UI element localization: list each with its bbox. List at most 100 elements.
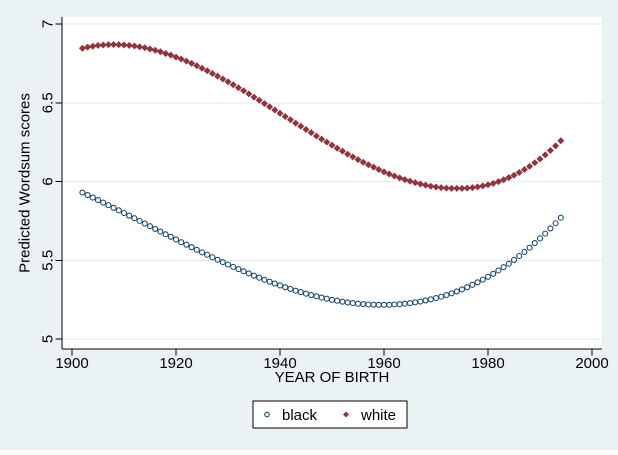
data-point-white bbox=[494, 178, 502, 186]
data-point-white bbox=[167, 51, 175, 59]
data-point-white bbox=[286, 116, 294, 124]
data-point-white bbox=[510, 171, 518, 179]
x-tick-label: 1900 bbox=[55, 355, 88, 372]
data-point-white bbox=[468, 184, 476, 192]
data-point-white bbox=[349, 153, 357, 161]
data-point-white bbox=[318, 135, 326, 143]
data-point-white bbox=[94, 41, 102, 49]
data-point-white bbox=[172, 53, 180, 61]
data-point-white bbox=[307, 129, 315, 137]
data-point-black bbox=[136, 217, 143, 224]
data-point-black bbox=[266, 278, 273, 285]
data-point-black bbox=[256, 274, 263, 281]
data-point-white bbox=[271, 106, 279, 114]
data-point-black bbox=[178, 239, 185, 246]
data-point-white bbox=[250, 93, 258, 101]
data-point-white bbox=[354, 156, 362, 164]
data-point-black bbox=[162, 231, 169, 238]
data-point-black bbox=[464, 284, 471, 291]
data-point-white bbox=[458, 184, 466, 192]
data-point-black bbox=[204, 251, 211, 258]
data-point-white bbox=[557, 137, 565, 145]
data-point-white bbox=[125, 41, 133, 49]
x-tick-label: 1940 bbox=[263, 355, 296, 372]
data-point-black bbox=[552, 220, 559, 227]
data-point-white bbox=[416, 180, 424, 188]
data-point-black bbox=[510, 256, 518, 263]
data-point-black bbox=[516, 252, 523, 260]
legend-marker-black-circle-icon bbox=[264, 411, 270, 418]
data-point-black bbox=[157, 228, 164, 235]
legend-marker-white-diamond-icon bbox=[343, 411, 349, 418]
data-point-white bbox=[146, 45, 154, 53]
data-point-white bbox=[99, 41, 107, 49]
data-point-white bbox=[120, 41, 128, 49]
data-point-white bbox=[266, 103, 274, 111]
x-axis-title: YEAR OF BIRTH bbox=[275, 369, 390, 386]
data-point-white bbox=[84, 43, 92, 51]
x-tick-label: 2000 bbox=[575, 355, 608, 372]
y-tick-label: 5 bbox=[39, 335, 56, 343]
data-point-white bbox=[385, 170, 393, 178]
data-point-white bbox=[260, 100, 268, 108]
data-point-black bbox=[131, 215, 138, 222]
data-point-white bbox=[198, 64, 206, 72]
x-tick-label: 1920 bbox=[159, 355, 192, 372]
data-point-black bbox=[453, 288, 460, 295]
data-point-black bbox=[219, 259, 226, 266]
data-point-white bbox=[276, 109, 284, 117]
data-point-black bbox=[120, 209, 128, 217]
data-point-black bbox=[105, 202, 112, 209]
data-point-white bbox=[89, 42, 97, 50]
data-point-white bbox=[437, 184, 445, 192]
data-point-white bbox=[515, 169, 523, 177]
data-point-white bbox=[177, 55, 185, 63]
data-point-white bbox=[323, 138, 331, 146]
data-point-white bbox=[188, 59, 196, 67]
y-tick-label: 6 bbox=[39, 177, 56, 185]
data-point-black bbox=[521, 248, 528, 255]
data-point-black bbox=[542, 230, 549, 237]
data-point-white bbox=[203, 67, 211, 75]
data-point-white bbox=[422, 181, 430, 189]
data-point-black bbox=[271, 280, 278, 287]
data-point-black bbox=[89, 194, 96, 201]
data-point-black bbox=[479, 276, 486, 283]
y-tick-label: 7 bbox=[39, 20, 56, 28]
data-point-white bbox=[255, 96, 263, 104]
data-point-white bbox=[505, 174, 513, 182]
data-point-black bbox=[115, 207, 122, 214]
data-point-white bbox=[401, 176, 409, 184]
data-point-white bbox=[328, 141, 336, 149]
data-point-black bbox=[110, 204, 117, 211]
data-point-white bbox=[240, 87, 248, 95]
data-point-white bbox=[104, 41, 112, 49]
x-tick-label: 1980 bbox=[471, 355, 504, 372]
data-point-black bbox=[438, 293, 445, 300]
data-point-white bbox=[531, 159, 539, 167]
gridlines bbox=[62, 23, 602, 340]
legend-label-white: white bbox=[360, 407, 396, 424]
data-point-white bbox=[78, 44, 86, 52]
data-point-black bbox=[146, 223, 154, 230]
data-point-white bbox=[375, 166, 383, 174]
legend-box bbox=[252, 400, 408, 429]
data-point-black bbox=[536, 235, 544, 242]
data-point-white bbox=[130, 42, 138, 50]
data-point-white bbox=[224, 78, 232, 86]
data-point-white bbox=[484, 181, 492, 189]
plot-area bbox=[62, 17, 602, 349]
data-point-white bbox=[541, 151, 549, 159]
data-point-black bbox=[152, 225, 159, 232]
series-white bbox=[78, 40, 565, 192]
data-point-black bbox=[224, 261, 232, 268]
data-point-white bbox=[214, 72, 222, 80]
data-point-black bbox=[209, 254, 216, 261]
series-black bbox=[79, 189, 564, 308]
data-point-black bbox=[183, 241, 190, 248]
legend-label-black: black bbox=[282, 407, 318, 424]
y-tick-label: 5.5 bbox=[39, 250, 56, 271]
data-point-white bbox=[526, 162, 534, 170]
